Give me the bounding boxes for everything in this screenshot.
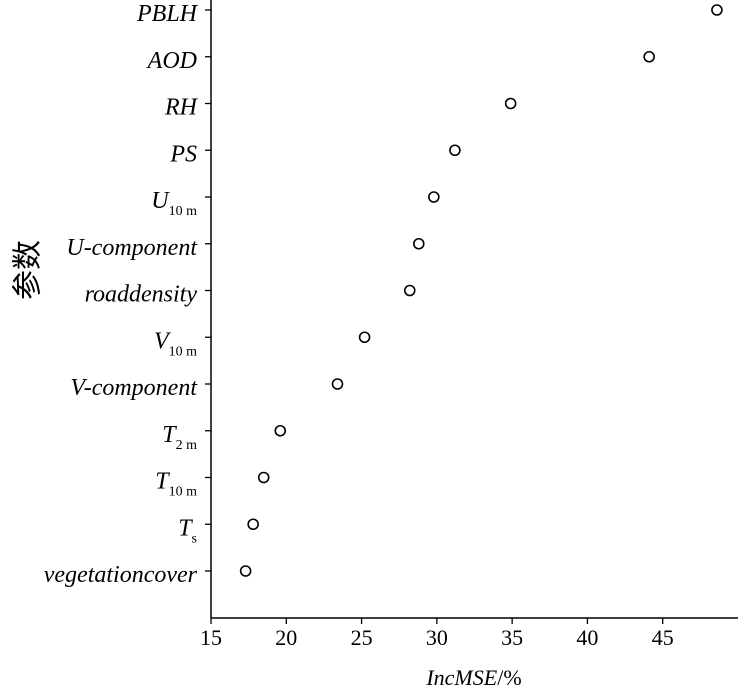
data-point [274, 424, 287, 437]
y-tick-label-main: V [154, 328, 171, 354]
data-point [257, 471, 270, 484]
y-tick-label-main: T [162, 422, 177, 448]
y-tick-label-main: AOD [146, 48, 197, 74]
data-point [428, 191, 440, 203]
y-tick-label-main: roaddensity [85, 282, 198, 308]
y-tick-label-main: PS [169, 141, 197, 167]
x-axis-title: IncMSE/% [425, 665, 521, 690]
x-tick-label: 25 [351, 625, 373, 650]
y-tick-label-main: T [178, 515, 193, 541]
y-tick-label-subscript: s [192, 531, 197, 546]
y-tick-label: RH [164, 95, 199, 121]
y-tick-label: T2 m [162, 422, 197, 453]
data-point [504, 97, 517, 110]
y-tick-label-subscript: 2 m [176, 438, 198, 453]
y-tick-label: PS [169, 141, 197, 167]
data-point [449, 144, 461, 157]
y-tick-label: AOD [146, 48, 197, 74]
x-tick-label: 30 [426, 625, 448, 650]
y-tick-label: roaddensity [85, 282, 198, 308]
x-axis-title-unit: /% [497, 665, 521, 690]
y-tick-label: U10 m [151, 188, 197, 219]
x-axis-tick-labels: 15 20 25 30 35 40 45 [200, 625, 674, 650]
x-axis-ticks [210, 618, 664, 624]
data-point [331, 378, 344, 390]
data-points [239, 4, 723, 577]
data-point [247, 518, 259, 531]
data-point [239, 565, 252, 577]
y-tick-label-subscript: 10 m [169, 485, 198, 500]
y-tick-label-main: V-component [70, 375, 198, 401]
x-tick-label: 15 [200, 625, 222, 650]
data-point [358, 331, 371, 344]
y-tick-label: PBLH [136, 1, 199, 27]
y-tick-label-main: vegetationcover [44, 562, 198, 588]
x-axis-title-variable: IncMSE [425, 665, 497, 690]
x-tick-label: 35 [501, 625, 523, 650]
y-tick-label-main: RH [164, 95, 199, 121]
y-tick-label: U-component [66, 235, 198, 261]
x-tick-label: 40 [576, 625, 598, 650]
y-tick-label-main: PBLH [136, 1, 199, 27]
data-point [412, 237, 425, 250]
y-tick-label-subscript: 10 m [169, 204, 198, 219]
y-tick-label: V-component [70, 375, 198, 401]
y-tick-label-subscript: 10 m [169, 344, 198, 359]
y-tick-label: vegetationcover [44, 562, 198, 588]
y-axis-ticks [205, 9, 211, 572]
y-tick-label: Ts [178, 515, 197, 546]
y-tick-label-main: U [151, 188, 170, 214]
y-tick-label-main: U-component [66, 235, 198, 261]
data-point [711, 4, 723, 16]
y-tick-label: V10 m [154, 328, 197, 359]
y-tick-label: T10 m [155, 469, 197, 500]
data-point [403, 284, 416, 297]
y-axis-title: 参数 [12, 240, 45, 300]
y-tick-label-main: T [155, 469, 170, 495]
x-tick-label: 20 [275, 625, 297, 650]
x-tick-label: 45 [652, 625, 674, 650]
data-point [643, 50, 655, 63]
